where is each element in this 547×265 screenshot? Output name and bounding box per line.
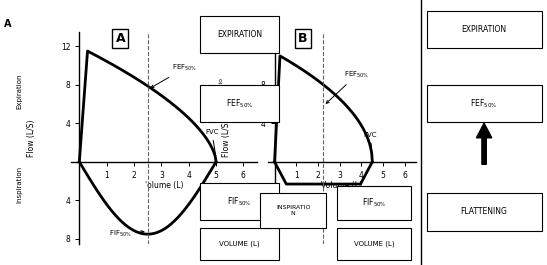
Text: FLATTENING: FLATTENING (461, 207, 508, 217)
Text: FEF$_{50\%}$: FEF$_{50\%}$ (470, 97, 498, 110)
Text: VOLUME (L): VOLUME (L) (354, 241, 395, 247)
Text: Expiration: Expiration (16, 73, 22, 109)
X-axis label: Volume (L): Volume (L) (322, 181, 362, 190)
Text: Expiratio
n: Expiratio n (218, 77, 229, 105)
Text: VOLUME (L): VOLUME (L) (219, 241, 260, 247)
Text: EXPIRATION: EXPIRATION (462, 25, 507, 34)
Text: A: A (4, 19, 12, 29)
Text: Inspiration: Inspiration (16, 166, 22, 203)
Text: EXPIRATION: EXPIRATION (217, 30, 262, 39)
X-axis label: 'olume (L): 'olume (L) (145, 181, 183, 190)
Text: FIF$_{50\%}$: FIF$_{50\%}$ (227, 195, 252, 208)
Text: FEF$_{50\%}$: FEF$_{50\%}$ (326, 70, 369, 103)
Text: INSPIRATIO
N: INSPIRATIO N (276, 205, 311, 216)
Text: FEF$_{50\%}$: FEF$_{50\%}$ (226, 97, 253, 110)
Text: B: B (298, 32, 307, 45)
Text: FIF$_{50\%}$: FIF$_{50\%}$ (109, 229, 144, 239)
Text: A: A (115, 32, 125, 45)
Y-axis label: Flow (L/S): Flow (L/S) (27, 119, 36, 157)
Text: FEF$_{50\%}$: FEF$_{50\%}$ (151, 63, 197, 88)
Y-axis label: Flow (L/S): Flow (L/S) (222, 119, 231, 157)
Text: FVC: FVC (205, 129, 219, 155)
Text: FVC: FVC (364, 132, 377, 155)
Text: FIF$_{50\%}$: FIF$_{50\%}$ (362, 196, 387, 209)
